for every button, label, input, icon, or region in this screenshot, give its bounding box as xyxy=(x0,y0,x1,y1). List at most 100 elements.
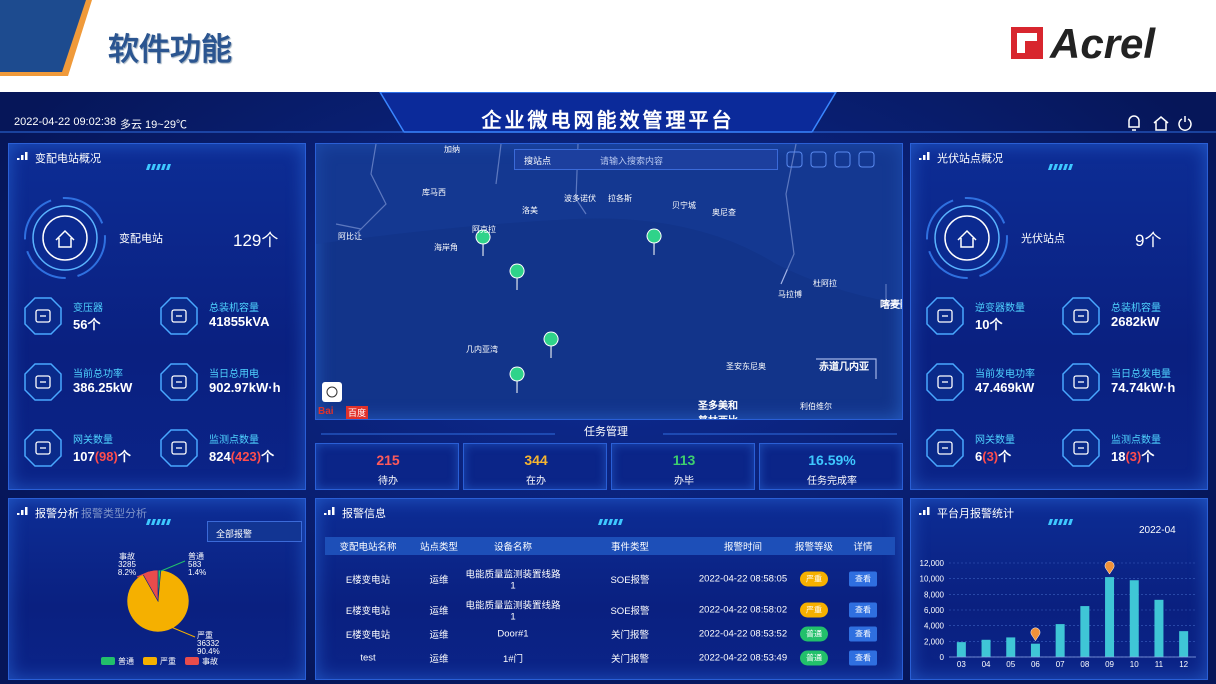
view-button[interactable]: 查看 xyxy=(849,602,877,618)
map-label: 贝宁城 xyxy=(672,201,696,210)
task-label: 任务完成率 xyxy=(807,476,857,487)
stat-label: 当日总发电量 xyxy=(1111,369,1171,380)
substation-panel: 变配电站概况 变配电站 129个 变压器 56个 总装机容量 41855kVA 当前总功率 38… xyxy=(8,143,306,490)
x-tick-label: 04 xyxy=(982,660,991,669)
panel-title: 变配电站概况 xyxy=(35,153,101,165)
map-logo: 百度 xyxy=(346,406,369,419)
filter-dropdown[interactable]: 全部报警 xyxy=(207,521,302,542)
task-value: 215 xyxy=(376,452,400,468)
title-icon-bar xyxy=(923,155,926,160)
slash xyxy=(151,164,156,170)
pie-label-name: 严重 xyxy=(197,630,213,640)
border xyxy=(816,358,877,379)
map-label: 利伯维尔 xyxy=(800,402,832,411)
search-input[interactable]: 请输入搜索内容 xyxy=(600,156,664,166)
home-icon[interactable] xyxy=(1153,116,1169,131)
bar xyxy=(1105,577,1115,657)
slash-deco xyxy=(1048,164,1073,170)
title-icon xyxy=(919,507,930,515)
map-tool-button[interactable] xyxy=(834,151,851,168)
bar xyxy=(1179,631,1189,657)
pie-label-value: 583 xyxy=(188,560,202,569)
map-label: 杜阿拉 xyxy=(813,279,837,288)
table-cell: 电能质量监测装置线路1 xyxy=(465,569,561,592)
tab[interactable]: 报警类型分析 xyxy=(81,508,147,520)
x-tick-label: 11 xyxy=(1155,660,1164,669)
bell-icon[interactable] xyxy=(1128,115,1140,131)
stat-icon xyxy=(160,297,198,335)
main-icon xyxy=(24,197,106,279)
slash xyxy=(1068,519,1073,525)
monthly-alarm-panel: 平台月报警统计 2022-04 0 2,000 4,000 6,000 8,000 10,00… xyxy=(910,498,1208,680)
logo-mark xyxy=(1017,33,1037,53)
level-badge: 严重 xyxy=(800,571,828,587)
view-button[interactable]: 查看 xyxy=(849,650,877,666)
platform-title: 企业微电网能效管理平台 xyxy=(481,110,735,132)
stat-offline: (3) xyxy=(982,449,999,464)
stat-icon-glyph xyxy=(1073,309,1089,323)
stat-number: 56个 xyxy=(73,317,101,332)
stat-number: 6 xyxy=(975,449,983,464)
slide-header xyxy=(0,0,1043,76)
stat-unit: 个 xyxy=(998,449,1012,464)
chart-subtitle: 2022-04 xyxy=(1139,525,1176,536)
shape xyxy=(475,228,662,394)
stat-number: 107 xyxy=(73,449,95,464)
map-label: 喀麦隆 xyxy=(880,300,902,311)
stat-value: 2682kW xyxy=(1111,314,1159,329)
x-tick-label: 12 xyxy=(1179,660,1188,669)
stat-value: 74.74kW·h xyxy=(1111,380,1175,395)
title-icon xyxy=(919,152,930,160)
stat-unit: 个 xyxy=(1141,449,1155,464)
table-cell: 运维 xyxy=(429,606,449,617)
table-header xyxy=(325,537,895,555)
stat-number: 47.469kW xyxy=(975,380,1035,395)
stat-value: 56个 xyxy=(73,314,100,333)
view-button[interactable]: 查看 xyxy=(849,571,877,587)
station-pin[interactable] xyxy=(543,331,559,359)
title-icon xyxy=(17,152,28,160)
column-header: 设备名称 xyxy=(493,542,533,553)
map-label: 波多诺伏 xyxy=(564,194,596,203)
panel-title: 平台月报警统计 xyxy=(937,508,1014,520)
power-icon[interactable] xyxy=(1178,116,1192,131)
map-tool-button[interactable] xyxy=(858,151,875,168)
stat-value: 6(3)个 xyxy=(975,446,1011,465)
map[interactable]: 搜站点 请输入搜索内容 Bai 百度 加纳 库马西 洛美 波多诺伏 拉各斯 贝宁城 奥尼查阿… xyxy=(315,143,903,420)
pie-label-percent: 90.4% xyxy=(197,647,220,656)
stat-label: 变压器 xyxy=(73,303,103,314)
x-tick-label: 05 xyxy=(1006,660,1015,669)
map-label: 几内亚湾 xyxy=(466,345,498,354)
station-pin[interactable] xyxy=(475,229,491,257)
y-tick-label: 8,000 xyxy=(924,590,945,599)
level-badge: 严重 xyxy=(800,602,828,618)
stat-label: 当前总功率 xyxy=(73,369,123,380)
title-icon-bar xyxy=(332,507,335,515)
view-button[interactable]: 查看 xyxy=(849,626,877,642)
stat-number: 18 xyxy=(1111,449,1126,464)
stat-icon-glyph xyxy=(171,441,187,455)
title-icon-bar xyxy=(919,158,922,160)
station-pin[interactable] xyxy=(509,263,525,291)
stat-offline: (98) xyxy=(94,449,118,464)
stat-value: 10个 xyxy=(975,314,1002,333)
leader-line xyxy=(136,571,150,578)
map-tool[interactable] xyxy=(322,382,342,402)
stat-icon xyxy=(24,363,62,401)
station-pin[interactable] xyxy=(509,366,525,394)
pie-label-name: 普通 xyxy=(188,551,204,561)
stat-value: 824(423)个 xyxy=(209,446,274,465)
map-label: 洛美 xyxy=(522,206,538,215)
table-cell: E楼变电站 xyxy=(345,630,391,641)
station-pin[interactable] xyxy=(646,228,662,256)
stat-number: 386.25kW xyxy=(73,380,133,395)
stat-value: 47.469kW xyxy=(975,380,1034,395)
slash xyxy=(618,519,623,525)
map-tool-button[interactable] xyxy=(810,151,827,168)
table-cell: 2022-04-22 08:53:52 xyxy=(698,628,788,640)
search-bar xyxy=(514,149,778,170)
task-label: 在办 xyxy=(526,476,546,487)
station-select[interactable]: 搜站点 xyxy=(524,156,552,166)
map-tool-button[interactable] xyxy=(786,151,803,168)
map-tool xyxy=(326,386,338,398)
